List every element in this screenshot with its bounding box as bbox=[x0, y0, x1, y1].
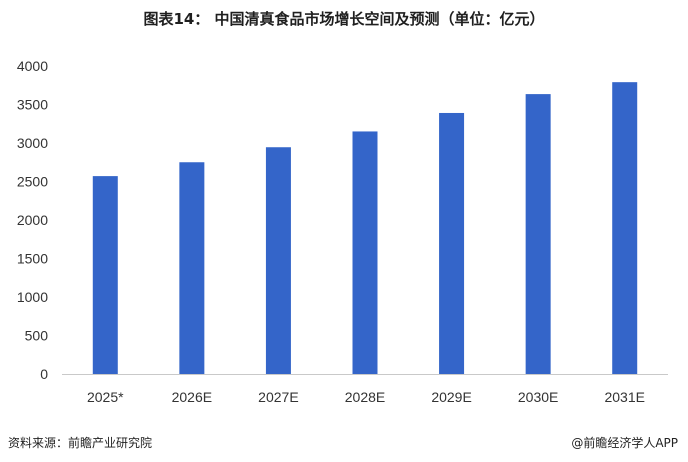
x-tick-label: 2031E bbox=[604, 389, 644, 405]
bar-2026E bbox=[179, 162, 205, 374]
bar-2030E bbox=[525, 94, 551, 374]
y-tick-label: 3500 bbox=[17, 97, 48, 113]
x-tick-label: 2025* bbox=[87, 389, 124, 405]
y-tick-label: 0 bbox=[40, 366, 48, 382]
y-tick-label: 1500 bbox=[17, 251, 48, 267]
bar-2027E bbox=[265, 147, 291, 374]
brand-note: @前瞻经济学人APP bbox=[571, 436, 678, 450]
source-note: 资料来源：前瞻产业研究院 bbox=[8, 436, 153, 450]
x-tick-label: 2029E bbox=[431, 389, 471, 405]
x-axis-labels: 2025* 2026E 2027E 2028E 2029E 2030E 2031E bbox=[87, 389, 645, 405]
bar-2031E bbox=[612, 82, 638, 375]
y-tick-label: 2500 bbox=[17, 174, 48, 190]
y-tick-label: 1000 bbox=[17, 289, 48, 305]
bars-group bbox=[92, 82, 638, 375]
chart-title: 图表14： 中国清真食品市场增长空间及预测（单位：亿元） bbox=[143, 10, 545, 28]
bar-2025* bbox=[92, 176, 118, 374]
x-tick-label: 2027E bbox=[258, 389, 298, 405]
y-tick-label: 2000 bbox=[17, 212, 48, 228]
bar-2029E bbox=[439, 112, 465, 374]
x-tick-label: 2026E bbox=[172, 389, 212, 405]
x-tick-label: 2028E bbox=[345, 389, 385, 405]
bar-2028E bbox=[352, 131, 378, 374]
x-tick-label: 2030E bbox=[518, 389, 558, 405]
y-tick-label: 500 bbox=[25, 328, 49, 344]
y-tick-label: 4000 bbox=[17, 58, 48, 74]
y-tick-label: 3000 bbox=[17, 135, 48, 151]
y-axis-ticks: 0 500 1000 1500 2000 2500 3000 3500 4000 bbox=[17, 58, 48, 382]
